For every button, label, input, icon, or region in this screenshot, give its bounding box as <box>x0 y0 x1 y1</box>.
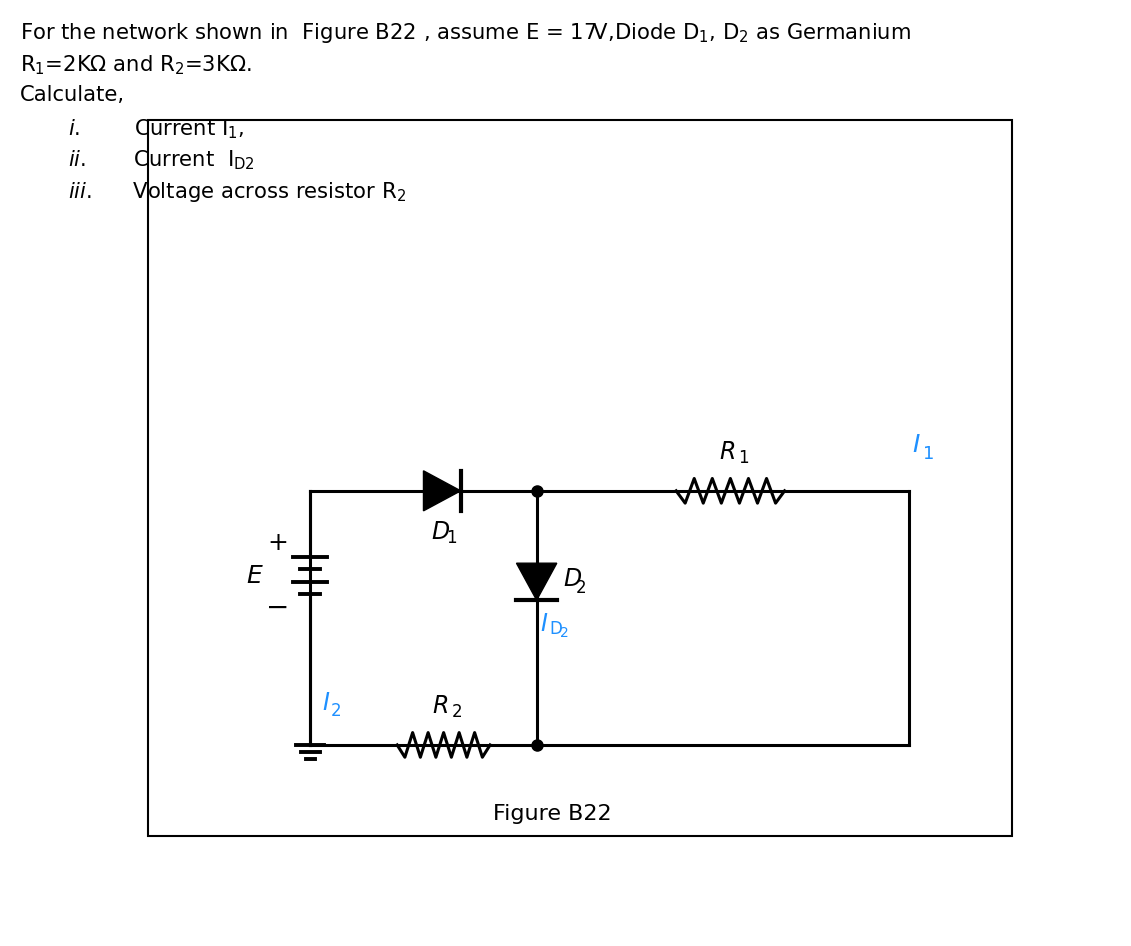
Text: Figure B22: Figure B22 <box>493 804 612 824</box>
Text: $i$.        Current I$_1$,: $i$. Current I$_1$, <box>68 117 244 141</box>
Polygon shape <box>423 471 460 511</box>
Text: $ii$.       Current  I$_{\mathrm{D2}}$: $ii$. Current I$_{\mathrm{D2}}$ <box>68 149 254 172</box>
Text: E: E <box>247 564 262 587</box>
Text: 1: 1 <box>923 445 934 463</box>
Text: 1: 1 <box>446 530 457 548</box>
Text: 2: 2 <box>331 702 342 720</box>
Text: Calculate,: Calculate, <box>20 85 126 105</box>
Text: R$_1$=2K$\Omega$ and R$_2$=3K$\Omega$.: R$_1$=2K$\Omega$ and R$_2$=3K$\Omega$. <box>20 53 252 77</box>
Text: D: D <box>431 520 450 544</box>
Text: 2: 2 <box>560 625 569 639</box>
Text: +: + <box>267 532 288 555</box>
Text: $iii$.      Voltage across resistor R$_2$: $iii$. Voltage across resistor R$_2$ <box>68 180 406 203</box>
Text: D: D <box>563 567 581 590</box>
Text: 2: 2 <box>451 703 461 721</box>
Text: I: I <box>913 432 920 457</box>
Text: 2: 2 <box>576 579 587 597</box>
Text: I: I <box>541 612 547 637</box>
Text: R: R <box>432 694 449 718</box>
Text: For the network shown in  Figure B22 , assume E = 17V,Diode D$_1$, D$_2$ as Germ: For the network shown in Figure B22 , as… <box>20 21 912 44</box>
Polygon shape <box>517 563 556 600</box>
Text: I: I <box>322 691 329 714</box>
Text: R: R <box>719 440 735 464</box>
Text: 1: 1 <box>739 448 749 466</box>
Text: −: − <box>266 594 290 622</box>
Text: D: D <box>549 621 562 639</box>
